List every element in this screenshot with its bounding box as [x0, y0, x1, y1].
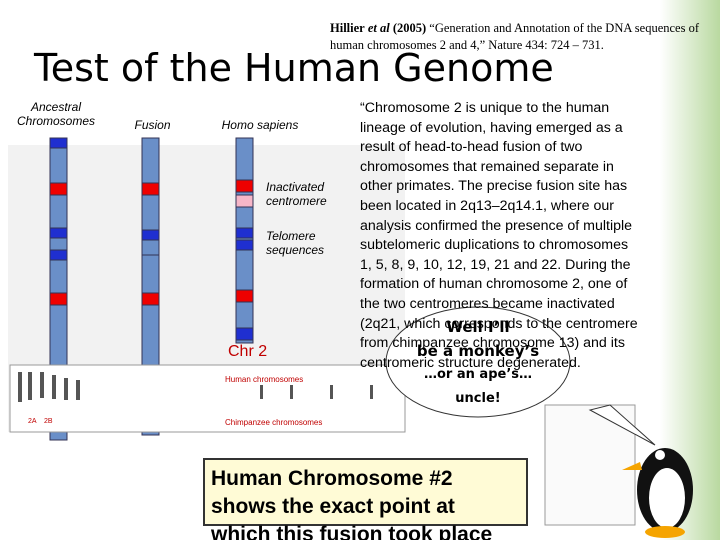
title: Test of the Human Genome	[34, 46, 554, 90]
karyotype-marks	[18, 372, 636, 526]
label: Telomere sequences	[266, 229, 325, 257]
citation-text: “Generation and Annotation of the DNA se…	[330, 21, 700, 52]
label: Chr 2	[228, 343, 268, 360]
quote-line: chromosomes that remained separate in	[360, 158, 614, 175]
quote-line: been located in 2q13–2q14.1, where our	[360, 198, 614, 214]
label: Ancestral Chromosomes	[16, 100, 96, 128]
karyotype-label: Human chromosomes	[225, 375, 304, 384]
karyotype-panel	[9, 364, 406, 433]
penguin	[622, 448, 693, 538]
author: Hillier	[330, 21, 365, 35]
bubble-line: uncle!	[455, 391, 501, 406]
quote-line: formation of human chromosome 2, one of	[360, 276, 628, 293]
quote-line: lineage of evolution, having emerged as …	[360, 119, 623, 136]
speech-bubble	[385, 306, 656, 446]
bubble-line: …or an ape’s…	[424, 367, 532, 382]
label: Fusion	[134, 118, 171, 132]
bubble-text: Well I’ll be a monkey’s …or an ape’s… un…	[388, 315, 568, 411]
karyotype-label: Chimpanzee chromosomes	[225, 418, 323, 427]
quote-line: analysis confirmed the presence of multi…	[360, 217, 633, 234]
bubble-line: be a monkey’s	[416, 342, 540, 360]
caption: Human Chromosome #2 shows the exact poin…	[203, 458, 528, 540]
quote-line: (2q21, which corresponds to the centrome…	[360, 315, 638, 332]
quote-line: 1, 5, 8, 9, 10, 12, 19, 21 and 22. Durin…	[360, 256, 631, 273]
et-al: et al	[367, 21, 390, 35]
label: Inactivated centromere	[266, 180, 327, 208]
quote-line: result of head-to-head fusion of two	[360, 139, 583, 156]
quote-line: other primates. The precise fusion site …	[360, 178, 628, 195]
karyotype-label: 2A	[28, 418, 37, 425]
quote-line: “Chromosome 2 is unique to the human	[360, 100, 610, 116]
quote-line: centromeric structure degenerated.	[360, 354, 581, 371]
year: (2005)	[392, 21, 427, 35]
quote-line: from chimpanzee chromosome 13) and its	[360, 335, 625, 352]
quote-line: the two centromeres became inactivated	[360, 296, 615, 312]
label: Homo sapiens	[221, 118, 299, 132]
bubble-line: Well I’ll	[446, 318, 510, 336]
citation: Hillier et al (2005) “Generation and Ann…	[330, 20, 715, 54]
quote-line: subtelomeric duplications to chromosomes	[360, 237, 629, 254]
karyotype-label: 2B	[44, 418, 53, 425]
